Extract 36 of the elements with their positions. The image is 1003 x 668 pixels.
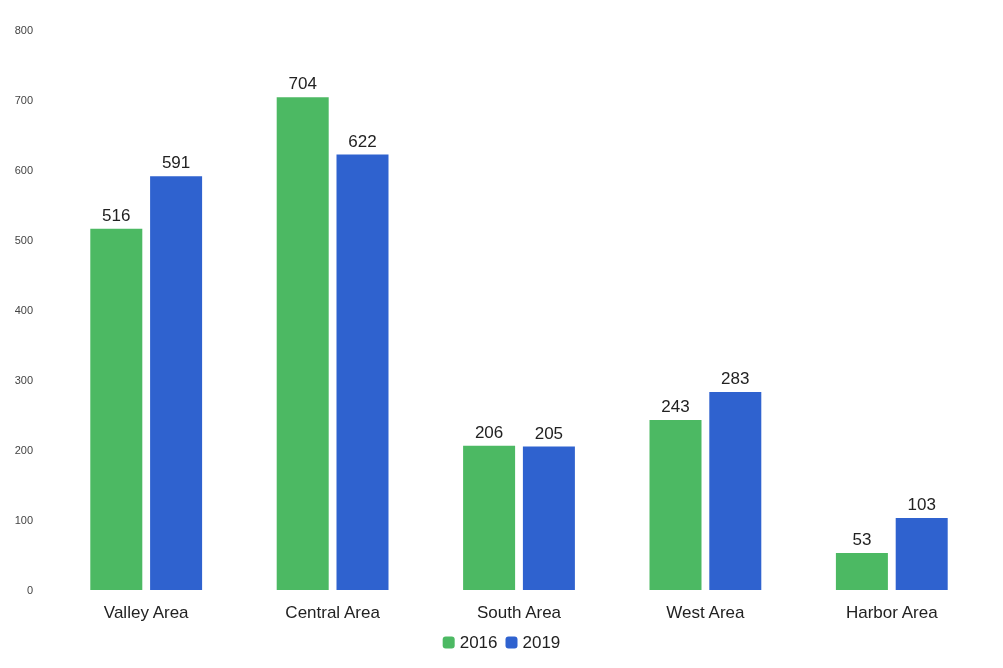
data-label: 704 (288, 74, 317, 94)
y-tick-label: 300 (14, 374, 33, 386)
bar (835, 552, 888, 590)
x-tick-label: Central Area (285, 603, 381, 622)
bar (895, 517, 948, 590)
data-label: 622 (348, 131, 377, 151)
y-tick-label: 100 (14, 514, 33, 526)
data-label: 103 (907, 494, 936, 514)
legend-label: 2016 (459, 633, 498, 652)
data-label: 205 (534, 423, 564, 443)
data-label: 53 (852, 529, 872, 549)
data-label: 516 (102, 205, 131, 225)
y-tick-label: 200 (14, 444, 33, 456)
bar (90, 228, 143, 590)
bar (150, 176, 203, 590)
y-tick-label: 600 (14, 164, 33, 176)
y-tick-label: 800 (14, 24, 33, 36)
x-tick-label: West Area (666, 603, 745, 622)
x-tick-label: Valley Area (103, 603, 190, 622)
bar (649, 419, 702, 590)
y-tick-label: 700 (14, 94, 33, 106)
data-label: 283 (721, 368, 750, 388)
bar (276, 97, 329, 590)
legend-label: 2019 (522, 633, 561, 652)
y-tick-label: 400 (14, 304, 33, 316)
bar (463, 445, 516, 590)
x-tick-label: Harbor Area (845, 603, 939, 622)
data-label: 243 (661, 396, 690, 416)
y-tick-label: 0 (26, 584, 33, 596)
data-label: 591 (161, 153, 191, 173)
x-tick-label: South Area (476, 603, 562, 622)
y-tick-label: 500 (14, 234, 33, 246)
bar (522, 446, 575, 590)
bar (709, 391, 762, 590)
bar (336, 154, 389, 590)
data-label: 206 (474, 422, 504, 442)
